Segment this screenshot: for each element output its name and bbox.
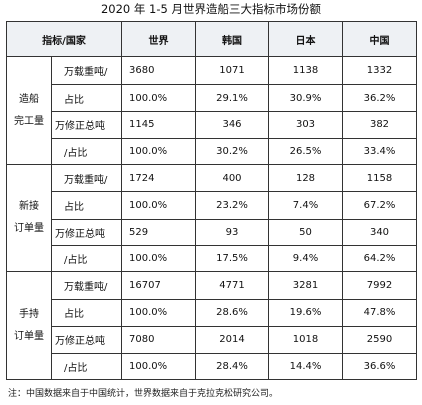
- share-cell-korea: 29.1%: [195, 83, 269, 113]
- section-label-line2: 订单量: [14, 330, 44, 342]
- value-cell-korea: 4771: [195, 271, 269, 300]
- unit-label-bottom: /占比: [51, 352, 122, 381]
- section-label-line2: 完工量: [14, 115, 44, 127]
- share-cell-japan: 30.9%: [268, 83, 343, 113]
- share-cell-korea: 23.2%: [195, 191, 269, 220]
- value-cell-japan: 3281: [268, 271, 343, 300]
- header-country-china: 中国: [342, 20, 417, 58]
- table-row: /占比 100.0% 28.4% 14.4% 36.6%: [7, 352, 417, 381]
- share-cell-japan: 14.4%: [268, 352, 343, 381]
- table-row: 万修正总吨 1145 346 303 382: [7, 111, 417, 139]
- value-cell-japan: 303: [268, 111, 343, 139]
- unit-label-bottom: 占比: [51, 191, 122, 220]
- value-cell-korea: 346: [195, 111, 269, 139]
- value-cell-china: 340: [342, 218, 417, 247]
- table-row: 新接 订单量 万载重吨/ 1724 400 128 1158: [6, 163, 417, 273]
- value-cell-japan: 1138: [268, 56, 343, 85]
- share-cell-world: 100.0%: [121, 137, 196, 165]
- section-label-line1: 造船: [19, 93, 39, 105]
- value-cell-china: 1158: [342, 163, 417, 193]
- value-cell-china: 7992: [342, 271, 417, 300]
- share-cell-japan: 7.4%: [268, 191, 343, 220]
- section-label-line1: 新接: [19, 201, 39, 213]
- unit-label-top: 万修正总吨: [51, 218, 122, 247]
- section-label: 手持 订单量: [6, 271, 52, 380]
- share-cell-korea: 28.4%: [195, 352, 269, 381]
- shipbuilding-market-share-table: 指标/国家 世界 韩国 日本 中国 造船 完工量 万载重吨/ 3680 1071…: [6, 20, 417, 381]
- unit-label-bottom: 占比: [51, 298, 122, 328]
- table-row: /占比 100.0% 30.2% 26.5% 33.4%: [7, 137, 417, 165]
- table-row: 万修正总吨 7080 2014 1018 2590: [7, 326, 417, 354]
- header-row: 指标/国家 世界 韩国 日本 中国: [6, 20, 417, 58]
- value-cell-korea: 93: [195, 218, 269, 247]
- unit-label-top: 万载重吨/: [51, 271, 122, 300]
- share-cell-japan: 19.6%: [268, 298, 343, 328]
- header-country-korea: 韩国: [195, 20, 269, 58]
- unit-label-bottom: /占比: [51, 137, 122, 165]
- section-label: 新接 订单量: [6, 163, 52, 273]
- share-cell-japan: 9.4%: [268, 245, 343, 273]
- share-cell-japan: 26.5%: [268, 137, 343, 165]
- footnote: 注：中国数据来自于中国统计，世界数据来自于克拉克松研究公司。: [8, 389, 279, 399]
- value-cell-china: 382: [342, 111, 417, 139]
- unit-label-top: 万载重吨/: [51, 163, 122, 193]
- value-cell-korea: 2014: [195, 326, 269, 354]
- share-cell-korea: 17.5%: [195, 245, 269, 273]
- value-cell-world: 16707: [121, 271, 196, 300]
- table-row: 造船 完工量 万载重吨/ 3680 1071 1138 1332: [6, 56, 417, 165]
- header-country-japan: 日本: [268, 20, 343, 58]
- unit-label-top: 万载重吨/: [51, 56, 122, 85]
- unit-label-bottom: /占比: [51, 245, 122, 273]
- value-cell-japan: 128: [268, 163, 343, 193]
- unit-label-top: 万修正总吨: [51, 326, 122, 354]
- section-label-line2: 订单量: [14, 223, 44, 235]
- value-cell-japan: 50: [268, 218, 343, 247]
- share-cell-world: 100.0%: [121, 298, 196, 328]
- section-label: 造船 完工量: [6, 56, 52, 165]
- share-cell-china: 67.2%: [342, 191, 417, 220]
- share-cell-world: 100.0%: [121, 191, 196, 220]
- table-row: 占比 100.0% 23.2% 7.4% 67.2%: [7, 191, 417, 220]
- header-country-world: 世界: [121, 20, 196, 58]
- section-label-line1: 手持: [19, 308, 39, 320]
- share-cell-china: 36.6%: [342, 352, 417, 381]
- unit-label-top: 万修正总吨: [51, 111, 122, 139]
- value-cell-china: 2590: [342, 326, 417, 354]
- share-cell-world: 100.0%: [121, 83, 196, 113]
- table-row: 占比 100.0% 28.6% 19.6% 47.8%: [7, 298, 417, 328]
- value-cell-world: 529: [121, 218, 196, 247]
- table-row: 万修正总吨 529 93 50 340: [7, 218, 417, 247]
- value-cell-korea: 1071: [195, 56, 269, 85]
- value-cell-korea: 400: [195, 163, 269, 193]
- share-cell-china: 33.4%: [342, 137, 417, 165]
- unit-label-bottom: 占比: [51, 83, 122, 113]
- value-cell-japan: 1018: [268, 326, 343, 354]
- table-row: 占比 100.0% 29.1% 30.9% 36.2%: [7, 83, 417, 113]
- value-cell-world: 3680: [121, 56, 196, 85]
- value-cell-world: 7080: [121, 326, 196, 354]
- share-cell-world: 100.0%: [121, 352, 196, 381]
- table-title: 2020 年 1-5 月世界造船三大指标市场份额: [100, 2, 321, 16]
- share-cell-china: 47.8%: [342, 298, 417, 328]
- share-cell-china: 64.2%: [342, 245, 417, 273]
- value-cell-china: 1332: [342, 56, 417, 85]
- table-row: 手持 订单量 万载重吨/ 16707 4771 3281 7992: [6, 271, 417, 380]
- value-cell-world: 1724: [121, 163, 196, 193]
- value-cell-world: 1145: [121, 111, 196, 139]
- share-cell-korea: 28.6%: [195, 298, 269, 328]
- header-corner-cell: 指标/国家: [6, 20, 122, 58]
- share-cell-world: 100.0%: [121, 245, 196, 273]
- share-cell-china: 36.2%: [342, 83, 417, 113]
- share-cell-korea: 30.2%: [195, 137, 269, 165]
- table-row: /占比 100.0% 17.5% 9.4% 64.2%: [7, 245, 417, 273]
